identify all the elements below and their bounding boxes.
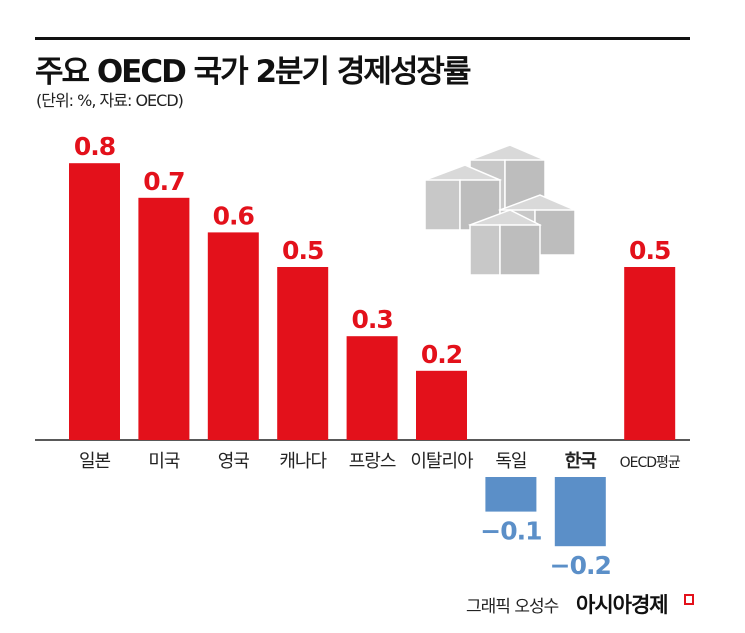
chart-subtitle: (단위: %, 자료: OECD) xyxy=(36,91,184,110)
top-rule xyxy=(35,37,690,40)
money-stack-icon xyxy=(422,144,578,276)
chart-title: 주요 OECD 국가 2분기 경제성장률 xyxy=(35,54,471,90)
value-label: 0.8 xyxy=(74,132,115,161)
bar xyxy=(346,336,398,440)
value-label: 0.5 xyxy=(282,236,323,265)
category-label: OECD평균 xyxy=(620,455,681,471)
value-label: −0.1 xyxy=(480,517,541,546)
category-label: 이탈리아 xyxy=(410,451,474,472)
category-label: 프랑스 xyxy=(349,451,396,472)
bar xyxy=(624,267,676,440)
brand-logo: 아시아경제 xyxy=(576,593,669,617)
bar xyxy=(277,267,329,440)
category-label: 캐나다 xyxy=(279,451,327,472)
category-label: 영국 xyxy=(218,451,250,472)
bar xyxy=(554,477,606,547)
value-label: 0.3 xyxy=(351,305,392,334)
graphic-credit: 그래픽 오성수 xyxy=(466,597,559,617)
bar xyxy=(485,477,537,512)
bar xyxy=(69,163,120,440)
category-label: 일본 xyxy=(79,451,111,472)
value-label: 0.7 xyxy=(143,167,184,196)
category-label: 한국 xyxy=(565,451,597,472)
category-label: 미국 xyxy=(148,451,180,472)
value-label: −0.2 xyxy=(550,551,611,580)
value-label: 0.2 xyxy=(421,340,462,369)
value-label: 0.6 xyxy=(213,201,255,230)
brand-mark-icon xyxy=(684,594,694,605)
bar xyxy=(207,232,259,440)
bar xyxy=(416,370,467,440)
value-label: 0.5 xyxy=(629,236,670,265)
category-label: 독일 xyxy=(495,451,526,472)
bar xyxy=(138,197,190,440)
